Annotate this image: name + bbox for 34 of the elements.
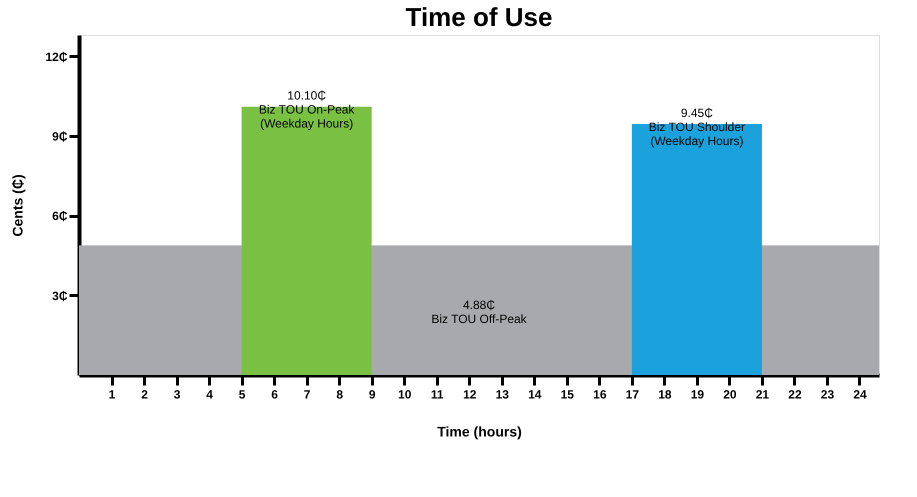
y-tick-label: 6₵ (52, 209, 68, 224)
x-tick-label: 22 (788, 388, 802, 402)
annotation: 10.10₵ Biz TOU On-Peak (Weekday Hours) (258, 88, 356, 131)
x-tick-label: 1 (108, 388, 116, 402)
x-tick-label: 10 (398, 388, 412, 402)
y-tick-label: 12₵ (45, 50, 68, 64)
x-tick-label: 17 (626, 388, 640, 402)
y-axis-title: Cents (₵) (9, 174, 26, 237)
x-tick-label: 9 (368, 388, 376, 402)
x-tick-label: 2 (141, 388, 148, 402)
x-tick-label: 12 (463, 388, 477, 402)
x-tick-label: 8 (336, 388, 344, 402)
x-tick-label: 18 (658, 388, 672, 402)
x-tick-label: 6 (271, 388, 278, 402)
annotation: 9.45₵ Biz TOU Shoulder (Weekday Hours) (648, 106, 746, 148)
x-axis-title: Time (hours) (437, 424, 522, 440)
x-tick-label: 5 (238, 388, 246, 402)
x-tick-label: 15 (560, 388, 574, 402)
x-tick-label: 13 (496, 388, 510, 402)
x-tick-label: 14 (528, 388, 542, 402)
x-tick-label: 24 (853, 388, 867, 402)
x-tick-label: 4 (206, 388, 214, 402)
y-tick-label: 3₵ (52, 288, 68, 303)
x-tick-label: 23 (820, 388, 834, 402)
x-tick-label: 7 (304, 388, 311, 402)
x-tick-label: 19 (690, 388, 704, 402)
x-tick-label: 3 (174, 388, 181, 402)
x-tick-label: 16 (593, 388, 607, 402)
annotation: 4.88₵ Biz TOU Off-Peak (431, 298, 528, 326)
x-tick-label: 21 (756, 388, 770, 402)
x-tick-label: 11 (430, 388, 444, 402)
x-tick-label: 20 (723, 388, 737, 402)
chart-title: Time of Use (406, 2, 552, 32)
y-tick-label: 9₵ (52, 129, 68, 144)
